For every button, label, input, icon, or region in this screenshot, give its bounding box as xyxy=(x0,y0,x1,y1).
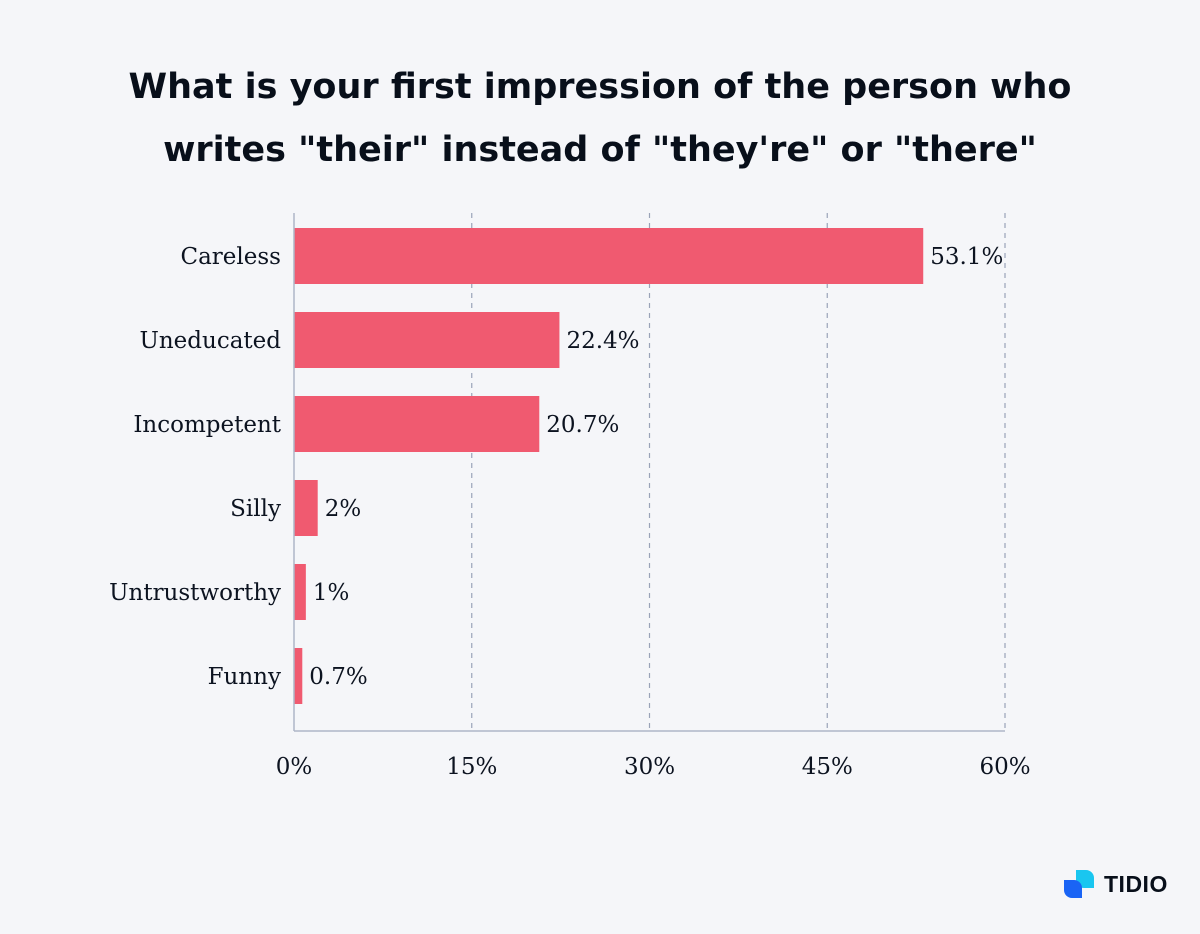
grid-lines xyxy=(471,213,1006,731)
value-label-0: 53.1% xyxy=(930,244,1003,270)
x-tick-label-1: 15% xyxy=(446,754,497,780)
category-label-4: Untrustworthy xyxy=(109,580,281,606)
value-label-3: 2% xyxy=(325,496,362,522)
x-tick-label-0: 0% xyxy=(276,754,313,780)
bar-4 xyxy=(294,564,306,620)
tidio-logo-icon xyxy=(1064,870,1094,898)
x-tick-label-2: 30% xyxy=(624,754,675,780)
brand-logo: TIDIO xyxy=(1062,868,1168,900)
bar-1 xyxy=(294,312,560,368)
bar-5 xyxy=(294,648,303,704)
value-label-1: 22.4% xyxy=(566,328,639,354)
bar-2 xyxy=(294,396,540,452)
category-label-1: Uneducated xyxy=(139,328,281,354)
category-label-5: Funny xyxy=(208,664,281,690)
bar-3 xyxy=(294,480,318,536)
value-label-2: 20.7% xyxy=(546,412,619,438)
bars xyxy=(294,228,924,704)
brand-name: TIDIO xyxy=(1104,870,1168,897)
chart-title-line-1: What is your first impression of the per… xyxy=(128,67,1072,107)
category-label-2: Incompetent xyxy=(133,412,281,438)
x-tick-label-3: 45% xyxy=(802,754,853,780)
value-label-5: 0.7% xyxy=(309,664,367,690)
chart-title: What is your first impression of the per… xyxy=(0,56,1200,182)
chart-title-line-2: writes "their" instead of "they're" or "… xyxy=(163,130,1037,170)
category-label-0: Careless xyxy=(181,244,282,270)
x-tick-label-4: 60% xyxy=(979,754,1030,780)
labels: Careless 53.1% Uneducated 22.4% Incompetent 2… xyxy=(109,244,1030,780)
value-label-4: 1% xyxy=(313,580,350,606)
axes xyxy=(293,213,1005,732)
category-label-3: Silly xyxy=(230,496,281,522)
bar-0 xyxy=(294,228,924,284)
